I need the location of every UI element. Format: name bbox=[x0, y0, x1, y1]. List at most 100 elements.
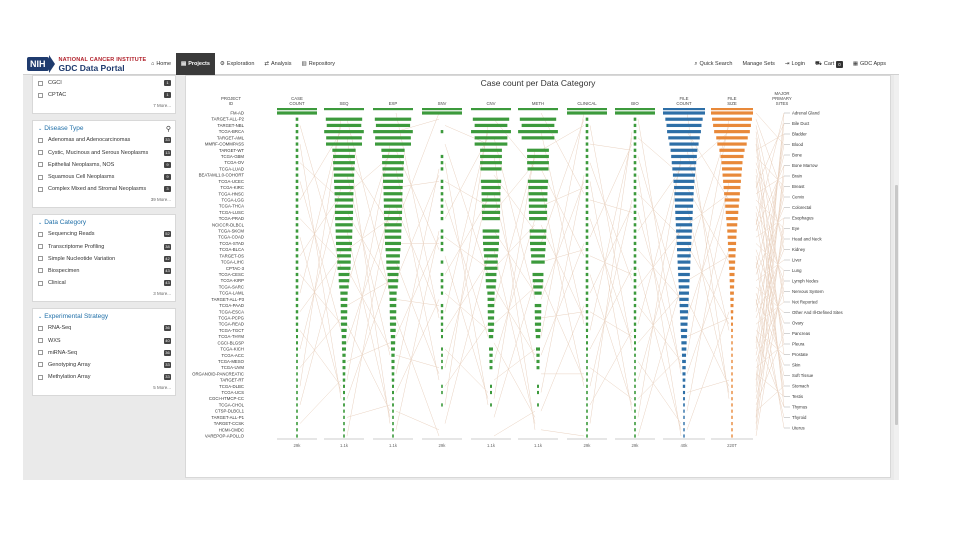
bar-file_size[interactable] bbox=[731, 322, 733, 326]
bar-meth[interactable] bbox=[534, 322, 542, 326]
bar-clinical[interactable] bbox=[585, 185, 589, 190]
bar-file_count[interactable] bbox=[679, 310, 689, 314]
page-scrollbar[interactable] bbox=[894, 75, 899, 480]
primary-site-label[interactable]: Lung bbox=[792, 268, 802, 273]
bar-exp[interactable] bbox=[375, 123, 411, 128]
bar-case_count[interactable] bbox=[295, 123, 299, 128]
bar-bio[interactable] bbox=[633, 322, 637, 326]
bar-clinical[interactable] bbox=[586, 384, 588, 388]
bar-meth[interactable] bbox=[527, 154, 549, 159]
bar-exp[interactable] bbox=[392, 397, 394, 401]
bar-exp[interactable] bbox=[389, 310, 397, 314]
bar-exp[interactable] bbox=[391, 378, 395, 382]
bar-file_count[interactable] bbox=[678, 279, 690, 283]
bar-exp[interactable] bbox=[392, 409, 394, 413]
bar-cnv[interactable] bbox=[489, 353, 493, 357]
bar-case_count[interactable] bbox=[295, 248, 299, 252]
project-label[interactable]: TCGA-OV bbox=[224, 160, 244, 165]
bar-file_size[interactable] bbox=[714, 130, 750, 134]
bar-clinical[interactable] bbox=[585, 254, 589, 258]
bar-case_count[interactable] bbox=[295, 235, 299, 239]
bar-cnv[interactable] bbox=[485, 279, 497, 283]
bar-file_size[interactable] bbox=[728, 248, 736, 252]
bar-cnv[interactable] bbox=[480, 161, 502, 165]
bar-exp[interactable] bbox=[389, 322, 397, 326]
primary-site-label[interactable]: Ovary bbox=[792, 321, 804, 326]
bar-bio[interactable] bbox=[633, 235, 637, 239]
bar-exp[interactable] bbox=[382, 154, 404, 159]
bar-file_count[interactable] bbox=[671, 161, 697, 165]
bar-file_count[interactable] bbox=[672, 173, 696, 177]
bar-exp[interactable] bbox=[392, 434, 394, 438]
bar-file_count[interactable] bbox=[671, 154, 697, 159]
bar-snv[interactable] bbox=[440, 322, 444, 326]
primary-site-label[interactable]: Prostate bbox=[792, 352, 809, 357]
bar-file_size[interactable] bbox=[725, 210, 739, 214]
bar-clinical[interactable] bbox=[586, 409, 588, 413]
bar-snv[interactable] bbox=[441, 353, 443, 357]
bar-clinical[interactable] bbox=[585, 248, 589, 252]
more-link[interactable]: 5 More... bbox=[153, 385, 171, 391]
bar-cnv[interactable] bbox=[471, 130, 511, 134]
bar-file_size[interactable] bbox=[723, 179, 741, 183]
more-link[interactable]: 7 More... bbox=[153, 103, 171, 109]
bar-snv[interactable] bbox=[440, 279, 444, 283]
bar-seq[interactable] bbox=[340, 297, 348, 301]
bar-cnv[interactable] bbox=[487, 303, 495, 308]
bar-snv[interactable] bbox=[440, 310, 444, 314]
bar-clinical[interactable] bbox=[586, 434, 588, 438]
bar-clinical[interactable] bbox=[585, 167, 589, 171]
bar-bio[interactable] bbox=[634, 341, 636, 345]
bar-seq[interactable] bbox=[340, 322, 348, 326]
primary-site-label[interactable]: Soft Tissue bbox=[792, 373, 814, 378]
bar-exp[interactable] bbox=[389, 316, 397, 320]
nav-gdc-apps[interactable]: ▦ GDC Apps bbox=[848, 53, 891, 75]
bar-cnv[interactable] bbox=[474, 123, 508, 128]
facet-title-experimental-strategy[interactable]: ⌄ Experimental Strategy bbox=[38, 311, 171, 322]
bar-seq[interactable] bbox=[325, 117, 363, 121]
project-label[interactable]: TCGA-KICH bbox=[220, 347, 244, 352]
checkbox[interactable] bbox=[38, 256, 43, 262]
primary-site-label[interactable]: Brain bbox=[792, 174, 803, 179]
bar-seq[interactable] bbox=[342, 366, 346, 370]
bar-case_count[interactable] bbox=[295, 161, 299, 165]
bar-bio[interactable] bbox=[634, 347, 636, 351]
bar-seq[interactable] bbox=[334, 198, 354, 202]
bar-cnv[interactable] bbox=[487, 316, 495, 320]
checkbox[interactable] bbox=[38, 186, 43, 192]
bar-file_size[interactable] bbox=[731, 415, 733, 419]
bar-snv[interactable] bbox=[441, 390, 443, 395]
bar-file_count[interactable] bbox=[683, 428, 685, 432]
bar-clinical[interactable] bbox=[586, 403, 588, 407]
project-label[interactable]: TCGA-STAD bbox=[219, 241, 244, 246]
bar-seq[interactable] bbox=[334, 210, 354, 214]
bar-case_count[interactable] bbox=[295, 272, 299, 277]
bar-cnv[interactable] bbox=[487, 297, 495, 301]
bar-exp[interactable] bbox=[392, 403, 394, 407]
bar-bio[interactable] bbox=[633, 136, 637, 140]
bar-seq[interactable] bbox=[340, 303, 348, 308]
bar-file_count[interactable] bbox=[665, 117, 703, 121]
bar-clinical[interactable] bbox=[585, 235, 589, 239]
primary-site-label[interactable]: Colorectal bbox=[792, 205, 811, 210]
bar-file_count[interactable] bbox=[676, 229, 692, 233]
bar-snv[interactable] bbox=[441, 366, 443, 370]
bar-bio[interactable] bbox=[633, 223, 637, 227]
bar-clinical[interactable] bbox=[586, 341, 588, 345]
bar-file_count[interactable] bbox=[683, 409, 685, 413]
bar-meth[interactable] bbox=[536, 359, 540, 364]
nav-projects[interactable]: ▤ Projects bbox=[176, 53, 215, 75]
primary-site-label[interactable]: Pancreas bbox=[792, 331, 810, 336]
bar-bio[interactable] bbox=[633, 204, 637, 208]
bar-bio[interactable] bbox=[634, 353, 636, 357]
primary-site-label[interactable]: Nervous System bbox=[792, 289, 824, 294]
bar-case_count[interactable] bbox=[295, 260, 299, 264]
bar-seq[interactable] bbox=[324, 130, 364, 134]
gdc-logo[interactable]: NIH NATIONAL CANCER INSTITUTE GDC Data P… bbox=[27, 55, 146, 73]
bar-seq[interactable] bbox=[340, 316, 348, 320]
checkbox[interactable] bbox=[38, 80, 43, 86]
bar-seq[interactable] bbox=[335, 229, 353, 233]
bar-case_count[interactable] bbox=[296, 335, 298, 339]
primary-site-label[interactable]: Pleura bbox=[792, 342, 805, 347]
project-label[interactable]: TARGET-AML bbox=[217, 135, 245, 140]
